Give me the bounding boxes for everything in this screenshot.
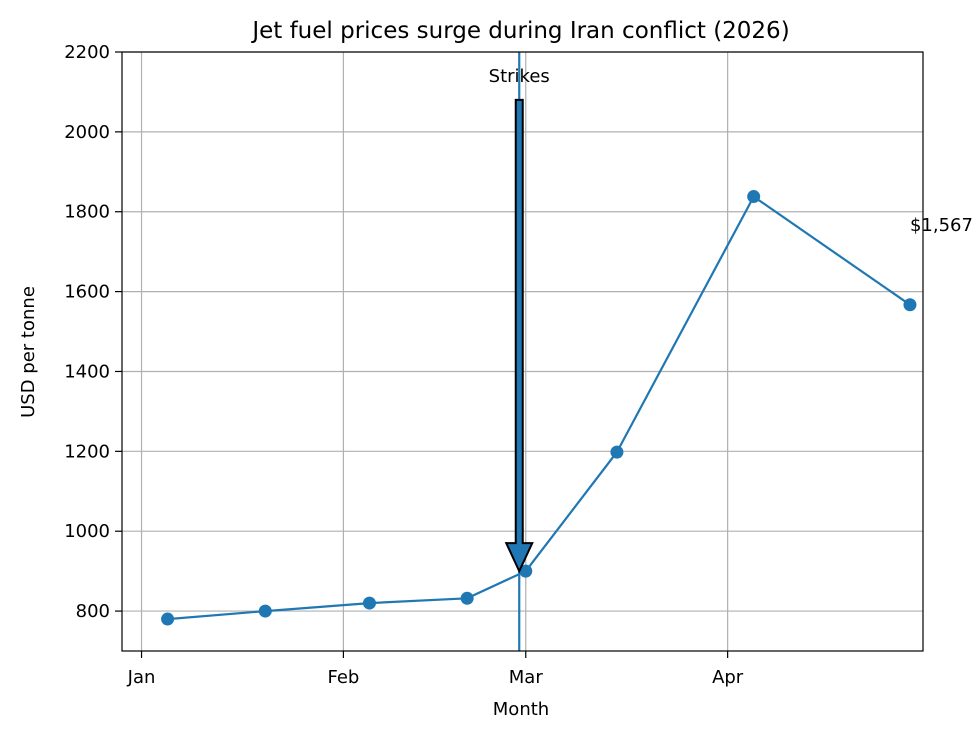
y-tick-label: 1400 [64, 361, 110, 382]
data-point [903, 298, 917, 312]
data-point [610, 445, 624, 459]
y-tick-label: 1200 [64, 441, 110, 462]
strikes-arrow [504, 98, 534, 574]
strikes-label: Strikes [489, 66, 550, 87]
y-tick-label: 1800 [64, 202, 110, 223]
annotation-labels: Strikes $1,567 [489, 66, 973, 236]
data-point [258, 604, 272, 618]
x-tick-label: Mar [509, 667, 544, 688]
data-point [747, 190, 761, 204]
chart-title: Jet fuel prices surge during Iran confli… [250, 18, 789, 44]
series-layer [161, 190, 917, 626]
x-axis-label: Month [493, 699, 549, 720]
y-tick-label: 1000 [64, 521, 110, 542]
y-tick-label: 2200 [64, 42, 110, 63]
x-tick-label: Apr [712, 667, 744, 688]
axis-ticks: Jan Feb Mar Apr 800 1000 1200 1400 1600 1800 2000 2… [64, 42, 744, 688]
y-axis-label: USD per tonne [18, 286, 39, 418]
y-tick-label: 800 [76, 601, 110, 622]
data-point [460, 591, 474, 605]
x-tick-label: Feb [327, 667, 359, 688]
series-line [167, 194, 911, 621]
x-tick-label: Jan [127, 667, 156, 688]
data-point [161, 612, 175, 626]
data-point [519, 564, 533, 578]
y-tick-label: 1600 [64, 282, 110, 303]
plot-frame [121, 51, 924, 652]
annotation-arrows [504, 98, 534, 574]
data-point [362, 596, 376, 610]
y-tick-label: 2000 [64, 122, 110, 143]
last-value-label: $1,567 [910, 215, 973, 236]
